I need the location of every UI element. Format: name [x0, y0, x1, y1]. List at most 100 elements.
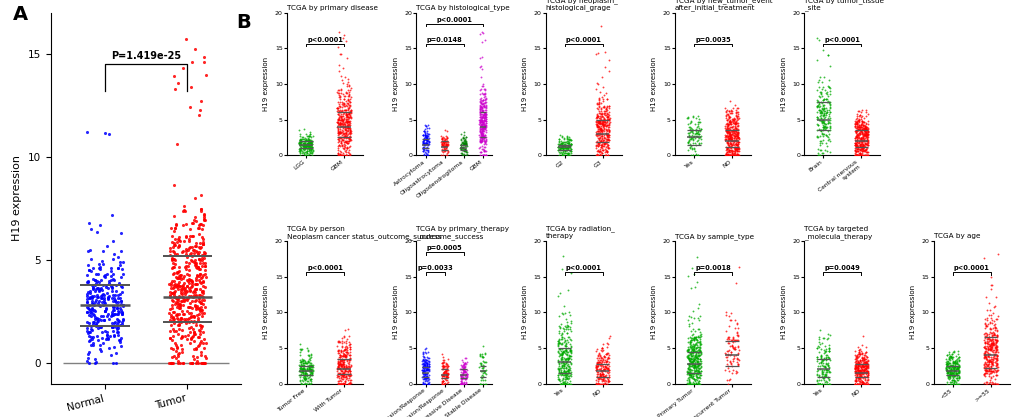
Point — [728, 128, 744, 134]
Point — [298, 152, 314, 158]
Point — [849, 123, 865, 130]
Point — [453, 145, 470, 151]
Point — [81, 320, 97, 327]
Point — [551, 369, 568, 376]
Point — [597, 120, 613, 126]
Point — [97, 273, 113, 280]
Point — [558, 322, 575, 329]
Point — [333, 98, 350, 105]
Point — [727, 125, 743, 131]
Point — [593, 345, 609, 352]
Point — [819, 344, 836, 351]
Point — [82, 307, 98, 314]
Point — [808, 35, 824, 41]
Point — [339, 104, 356, 111]
Point — [472, 120, 488, 127]
Point — [593, 127, 609, 134]
Point — [301, 365, 317, 372]
Point — [452, 136, 469, 143]
Point — [330, 365, 346, 372]
Point — [196, 360, 212, 367]
Point — [193, 256, 209, 263]
Point — [291, 145, 308, 152]
Point — [181, 304, 198, 310]
Point — [853, 121, 869, 128]
Point — [813, 83, 829, 90]
Point — [589, 373, 605, 379]
Point — [298, 144, 314, 151]
Point — [416, 136, 432, 143]
Point — [727, 146, 743, 153]
Point — [982, 380, 999, 387]
Point — [950, 363, 966, 369]
Point — [299, 378, 315, 384]
Point — [78, 328, 95, 334]
Point — [330, 129, 346, 136]
Point — [821, 117, 838, 124]
Point — [183, 249, 200, 256]
Point — [987, 342, 1004, 349]
Point — [730, 346, 746, 353]
Point — [723, 141, 740, 148]
Point — [90, 337, 106, 344]
Point — [82, 295, 98, 301]
Point — [438, 140, 454, 147]
Point — [849, 359, 865, 366]
Point — [855, 356, 871, 362]
Point — [681, 380, 697, 387]
Point — [720, 119, 737, 126]
Point — [562, 136, 579, 143]
Point — [725, 116, 741, 123]
Point — [114, 288, 130, 295]
Point — [439, 134, 455, 141]
Point — [690, 358, 706, 365]
Point — [594, 138, 610, 145]
Point — [849, 357, 865, 364]
Point — [593, 347, 609, 353]
Point — [685, 347, 701, 354]
Point — [473, 380, 489, 387]
Point — [851, 123, 867, 130]
Point — [852, 364, 868, 370]
Point — [812, 352, 828, 359]
Point — [857, 349, 873, 356]
Point — [857, 130, 873, 136]
Point — [418, 367, 434, 374]
Point — [556, 143, 573, 150]
Point — [433, 366, 449, 373]
Point — [594, 371, 610, 377]
Point — [847, 355, 863, 362]
Point — [851, 360, 867, 367]
Point — [338, 368, 355, 374]
Point — [850, 352, 866, 359]
Point — [337, 149, 354, 156]
Point — [590, 350, 606, 357]
Point — [561, 148, 578, 154]
Point — [476, 370, 492, 377]
Point — [599, 152, 615, 158]
Point — [560, 352, 577, 359]
Point — [333, 126, 350, 133]
Point — [814, 132, 830, 139]
Point — [332, 116, 348, 123]
Point — [340, 113, 357, 120]
Point — [550, 313, 567, 320]
Point — [184, 319, 201, 325]
Point — [471, 126, 487, 133]
Point — [594, 367, 610, 374]
Point — [684, 134, 700, 141]
Point — [299, 380, 315, 387]
Point — [293, 141, 310, 147]
Point — [720, 113, 737, 120]
Point — [855, 379, 871, 386]
Point — [414, 367, 430, 373]
Point — [113, 274, 129, 280]
Point — [474, 120, 490, 127]
Point — [340, 79, 357, 85]
Point — [854, 126, 870, 132]
Point — [691, 344, 707, 350]
Point — [296, 357, 312, 364]
Point — [330, 121, 346, 128]
Point — [719, 352, 736, 358]
Point — [817, 367, 834, 374]
